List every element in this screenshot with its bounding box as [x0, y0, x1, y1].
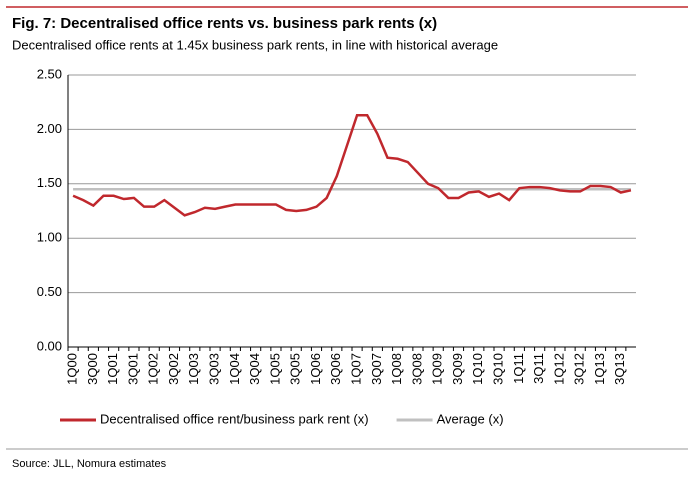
y-tick-label: 0.00 [37, 338, 62, 353]
x-tick-label: 3Q10 [491, 353, 506, 385]
x-tick-label: 3Q01 [125, 353, 140, 385]
legend-label: Decentralised office rent/business park … [100, 411, 369, 426]
x-tick-label: 1Q12 [551, 353, 566, 385]
x-tick-label: 1Q09 [430, 353, 445, 385]
x-tick-label: 1Q08 [389, 353, 404, 385]
legend-label: Average (x) [437, 411, 504, 426]
x-tick-label: 3Q04 [247, 353, 262, 385]
x-tick-label: 1Q03 [186, 353, 201, 385]
chart-title: Fig. 7: Decentralised office rents vs. b… [12, 15, 437, 32]
y-tick-label: 0.50 [37, 284, 62, 299]
x-tick-label: 1Q02 [146, 353, 161, 385]
x-tick-label: 1Q05 [267, 353, 282, 385]
x-tick-label: 1Q07 [349, 353, 364, 385]
x-tick-label: 1Q04 [227, 353, 242, 385]
x-tick-label: 3Q02 [166, 353, 181, 385]
x-tick-label: 1Q01 [105, 353, 120, 385]
x-tick-label: 1Q10 [470, 353, 485, 385]
y-tick-label: 2.50 [37, 66, 62, 81]
chart-subtitle: Decentralised office rents at 1.45x busi… [12, 37, 498, 52]
x-tick-label: 3Q11 [531, 353, 546, 384]
series-line [72, 114, 632, 217]
y-tick-label: 1.00 [37, 230, 62, 245]
x-tick-label: 3Q07 [369, 353, 384, 385]
x-tick-label: 1Q11 [511, 353, 526, 384]
x-tick-label: 1Q06 [308, 353, 323, 385]
x-tick-label: 1Q13 [592, 353, 607, 385]
x-tick-label: 3Q00 [85, 353, 100, 385]
x-tick-label: 3Q12 [572, 353, 587, 385]
y-tick-label: 2.00 [37, 121, 62, 136]
x-tick-label: 3Q03 [207, 353, 222, 385]
source-note: Source: JLL, Nomura estimates [12, 458, 167, 470]
x-tick-label: 3Q13 [612, 353, 627, 385]
x-tick-label: 3Q06 [328, 353, 343, 385]
x-tick-label: 1Q00 [65, 353, 80, 385]
y-tick-label: 1.50 [37, 175, 62, 190]
x-tick-label: 3Q08 [409, 353, 424, 385]
x-tick-label: 3Q09 [450, 353, 465, 385]
x-tick-label: 3Q05 [288, 353, 303, 385]
